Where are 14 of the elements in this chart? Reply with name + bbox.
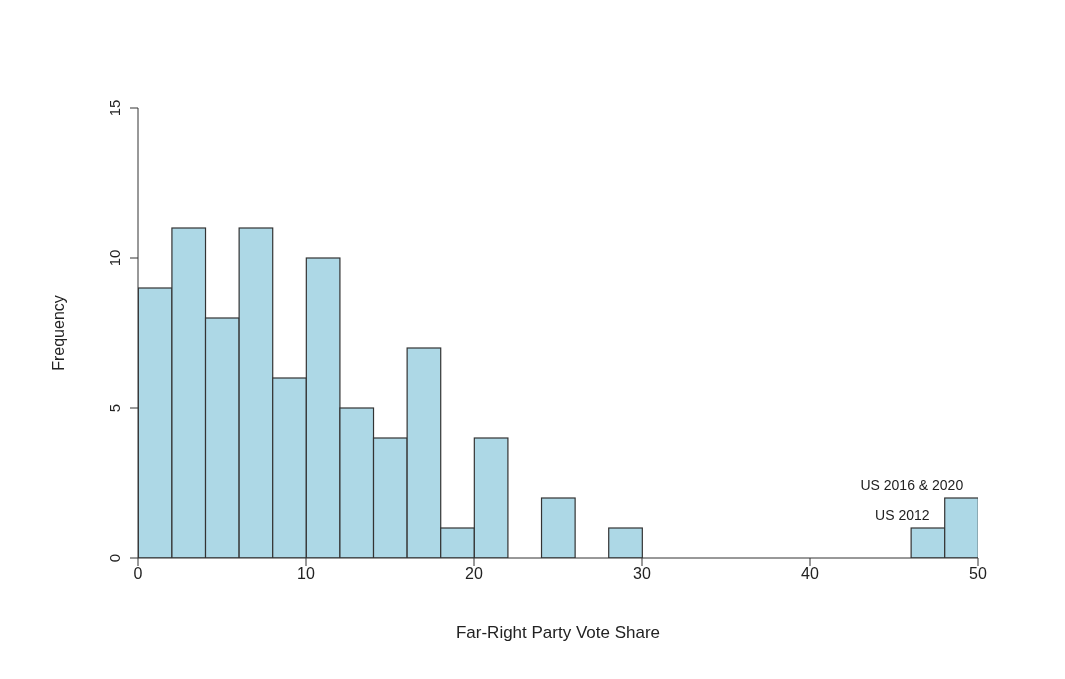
y-tick-label: 5 [106,403,123,413]
x-axis-title: Far-Right Party Vote Share [455,623,661,642]
y-tick-label: 0 [106,553,123,563]
annotation: US 2012 [875,507,930,523]
x-tick-label: 50 [969,565,987,583]
x-tick-label: 30 [633,565,651,583]
x-tick-label: 20 [465,565,483,583]
y-tick-label: 10 [106,249,123,267]
annotation: US 2016 & 2020 [860,477,964,493]
y-tick-label: 15 [106,99,123,117]
y-axis-title: Frequency [49,295,67,371]
x-tick-label: 0 [133,565,143,583]
x-tick-label: 40 [801,565,819,583]
x-tick-label: 10 [297,565,315,583]
